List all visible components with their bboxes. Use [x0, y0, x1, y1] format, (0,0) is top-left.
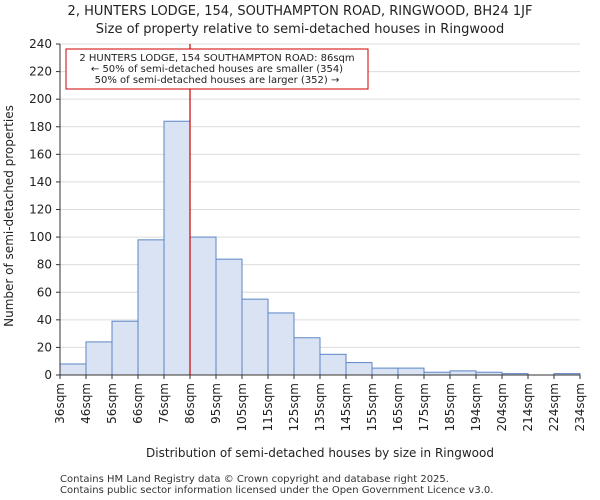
- y-tick-label: 180: [29, 120, 52, 134]
- y-tick-label: 220: [29, 65, 52, 79]
- footer-copyright: Contains HM Land Registry data © Crown c…: [60, 474, 449, 485]
- y-tick-label: 80: [37, 258, 52, 272]
- histogram-bar-145sqm: [345, 362, 373, 376]
- y-tick-label: 160: [29, 147, 52, 161]
- histogram-bar-95sqm: [215, 258, 243, 376]
- y-tick-label: 100: [29, 230, 52, 244]
- bars: [59, 120, 581, 376]
- y-tick-label: 200: [29, 92, 52, 106]
- x-tick-label: 175sqm: [417, 383, 431, 431]
- x-ticks: 36sqm 46sqm 56sqm 66sqm 76sqm 86sqm 95sqm 105sq…: [53, 375, 587, 431]
- x-tick-label: 115sqm: [261, 383, 275, 431]
- y-tick-label: 140: [29, 175, 52, 189]
- histogram-bar-56sqm: [111, 320, 139, 376]
- x-tick-label: 194sqm: [469, 383, 483, 431]
- y-tick-label: 120: [29, 203, 52, 217]
- x-tick-label: 66sqm: [131, 383, 145, 424]
- histogram-bar-86sqm: [189, 236, 217, 376]
- histogram-bar-105sqm: [241, 298, 269, 376]
- histogram-bar-36sqm: [59, 363, 87, 376]
- y-tick-label: 240: [29, 37, 52, 51]
- x-tick-label: 56sqm: [105, 383, 119, 424]
- x-tick-label: 234sqm: [573, 383, 587, 431]
- x-tick-label: 135sqm: [313, 383, 327, 431]
- y-tick-label: 0: [44, 368, 52, 382]
- x-tick-label: 36sqm: [53, 383, 67, 424]
- y-axis-label: Number of semi-detached properties: [2, 105, 16, 327]
- x-tick-label: 145sqm: [339, 383, 353, 431]
- x-tick-label: 76sqm: [157, 383, 171, 424]
- x-tick-label: 95sqm: [209, 383, 223, 424]
- histogram-bar-125sqm: [293, 337, 321, 376]
- histogram-bar-185sqm: [449, 370, 477, 376]
- y-tick-label: 20: [37, 340, 52, 354]
- x-tick-label: 86sqm: [183, 383, 197, 424]
- y-ticks: 0 20 40 60 80 100 120 140 160 180 200 220 240: [29, 37, 60, 382]
- histogram-bar-165sqm: [397, 367, 425, 376]
- chart-subtitle: Size of property relative to semi-detach…: [95, 22, 505, 37]
- x-tick-label: 204sqm: [495, 383, 509, 431]
- histogram-chart: 0 20 40 60 80 100 120 140 160 180 200 220 240 36sqm 4…: [2, 37, 587, 460]
- histogram-bar-115sqm: [267, 312, 295, 376]
- x-tick-label: 214sqm: [521, 383, 535, 431]
- annotation-box: 2 HUNTERS LODGE, 154 SOUTHAMPTON ROAD: 8…: [65, 48, 369, 90]
- x-tick-label: 165sqm: [391, 383, 405, 431]
- x-tick-label: 224sqm: [547, 383, 561, 431]
- x-tick-label: 155sqm: [365, 383, 379, 431]
- footer-licence: Contains public sector information licen…: [60, 485, 494, 496]
- histogram-bar-66sqm: [137, 239, 165, 376]
- histogram-bar-135sqm: [319, 353, 347, 376]
- histogram-bar-76sqm: [163, 120, 191, 376]
- x-tick-label: 105sqm: [235, 383, 249, 431]
- annotation-line-3: 50% of semi-detached houses are larger (…: [95, 75, 340, 86]
- y-tick-label: 40: [37, 313, 52, 327]
- x-tick-label: 185sqm: [443, 383, 457, 431]
- annotation-line-2: ← 50% of semi-detached houses are smalle…: [91, 64, 343, 75]
- x-tick-label: 46sqm: [79, 383, 93, 424]
- chart-title: 2, HUNTERS LODGE, 154, SOUTHAMPTON ROAD,…: [67, 4, 533, 19]
- x-axis-label: Distribution of semi-detached houses by …: [146, 446, 494, 460]
- histogram-bar-46sqm: [85, 341, 113, 376]
- histogram-bar-155sqm: [371, 367, 399, 376]
- annotation-line-1: 2 HUNTERS LODGE, 154 SOUTHAMPTON ROAD: 8…: [79, 53, 354, 64]
- x-tick-label: 125sqm: [287, 383, 301, 431]
- y-tick-label: 60: [37, 285, 52, 299]
